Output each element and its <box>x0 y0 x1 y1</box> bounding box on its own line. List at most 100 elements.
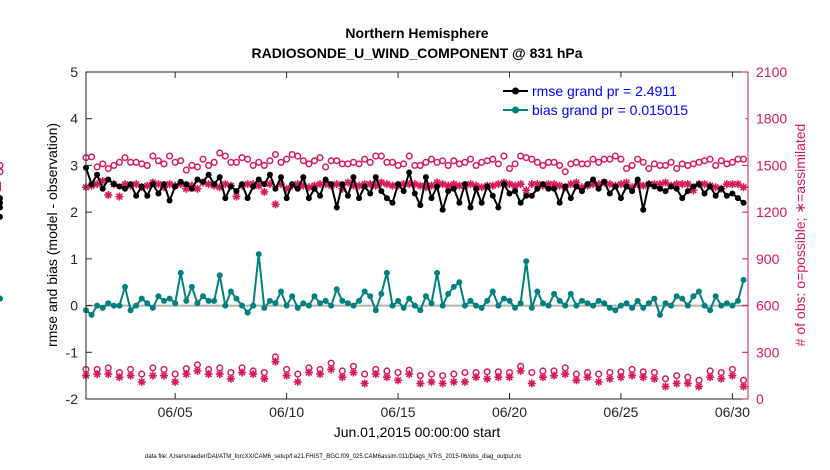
obs-assimilated-point <box>254 181 263 190</box>
rmse-point <box>495 204 502 211</box>
bias-point <box>400 304 407 311</box>
rmse-point <box>300 174 307 181</box>
obs-possible-point <box>121 154 129 162</box>
obs-possible-point <box>472 161 480 169</box>
lower-obs-assimilated-point <box>193 366 202 375</box>
bias-point <box>367 293 374 300</box>
rmse-point <box>461 181 468 188</box>
bias-point <box>166 295 173 302</box>
lower-obs-assimilated-point <box>628 371 637 380</box>
legend-bias-marker <box>503 106 528 114</box>
y2-tick-label: 1500 <box>756 157 787 173</box>
obs-possible-point <box>416 161 424 169</box>
rmse-point <box>562 183 569 190</box>
bias-point <box>734 297 741 304</box>
lower-obs-assimilated-point <box>561 370 570 379</box>
obs-possible-point <box>0 168 4 176</box>
y2-tick-label: 1200 <box>756 204 787 220</box>
lower-obs-assimilated-point <box>238 368 247 377</box>
bias-point <box>523 258 530 265</box>
rmse-point <box>450 185 457 192</box>
bias-point <box>673 293 680 300</box>
obs-possible-point <box>110 161 118 169</box>
rmse-point <box>367 190 374 197</box>
rmse-point <box>523 192 530 199</box>
bias-point <box>406 295 413 302</box>
obs-possible-point <box>377 152 385 160</box>
rmse-point <box>389 199 396 206</box>
bias-point <box>539 300 546 307</box>
obs-possible-point <box>595 158 603 166</box>
bias-point <box>450 283 457 290</box>
obs-possible-point <box>422 158 430 166</box>
lower-obs-possible-point <box>528 368 536 377</box>
obs-possible-point <box>294 152 302 160</box>
obs-possible-point <box>271 150 280 159</box>
lower-obs-assimilated-point <box>472 373 481 382</box>
y-tick-label: 5 <box>70 64 78 80</box>
bias-point <box>612 307 619 314</box>
bias-point <box>105 300 112 307</box>
obs-possible-point <box>99 160 107 168</box>
lower-obs-assimilated-point <box>249 370 258 379</box>
bias-point <box>278 288 285 295</box>
rmse-point <box>567 195 574 202</box>
rmse-point <box>422 174 429 181</box>
bias-point <box>317 300 324 307</box>
rmse-point <box>0 199 3 206</box>
rmse-point <box>656 185 663 192</box>
obs-possible-point <box>661 161 670 169</box>
rmse-point <box>590 176 597 183</box>
lower-obs-assimilated-point <box>405 370 414 379</box>
bias-point <box>718 302 725 309</box>
bias-point <box>417 307 424 314</box>
series-layer <box>0 149 748 391</box>
rmse-point <box>255 176 262 183</box>
y2-tick-label: 2100 <box>756 64 787 80</box>
bias-point <box>534 288 541 295</box>
rmse-point <box>289 181 296 188</box>
rmse-point <box>138 183 145 190</box>
lower-obs-possible-point <box>416 372 424 380</box>
rmse-point <box>227 183 234 190</box>
rmse-point <box>629 188 636 195</box>
rmse-point <box>294 185 301 192</box>
bias-point <box>188 283 195 290</box>
rmse-point <box>595 185 602 192</box>
obs-possible-point <box>466 155 475 163</box>
x-tick-label: 06/30 <box>715 404 750 420</box>
rmse-point <box>188 185 195 192</box>
obs-assimilated-point <box>243 180 252 189</box>
bias-point <box>250 302 257 309</box>
lower-obs-assimilated-point <box>717 374 726 383</box>
rmse-point <box>116 183 123 190</box>
lower-obs-assimilated-point <box>639 373 648 382</box>
rmse-point <box>406 169 413 176</box>
obs-possible-point <box>305 160 313 168</box>
rmse-point <box>122 185 129 192</box>
obs-possible-point <box>232 158 241 166</box>
obs-possible-point <box>166 152 174 160</box>
rmse-point <box>645 181 652 188</box>
rmse-point <box>239 181 246 188</box>
obs-possible-point <box>199 155 207 163</box>
lower-obs-assimilated-point <box>505 373 514 382</box>
lower-obs-assimilated-point <box>204 370 213 379</box>
rmse-point <box>662 188 669 195</box>
bias-point <box>155 293 162 300</box>
rmse-point <box>651 183 658 190</box>
obs-possible-point <box>366 158 374 166</box>
obs-assimilated-point <box>733 180 742 189</box>
lower-obs-assimilated-point <box>661 382 670 391</box>
bias-point <box>668 302 675 309</box>
rmse-point <box>701 190 708 197</box>
bias-point <box>484 297 491 304</box>
obs-possible-point <box>388 158 397 166</box>
obs-possible-point <box>154 157 162 165</box>
rmse-point <box>740 199 747 206</box>
rmse-point <box>339 181 346 188</box>
obs-possible-point <box>316 154 324 162</box>
obs-assimilated-point <box>343 178 352 187</box>
rmse-point <box>127 181 134 188</box>
